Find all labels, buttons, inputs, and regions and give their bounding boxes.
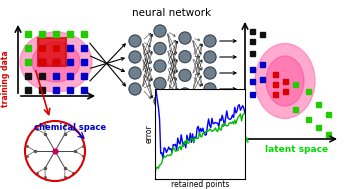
Bar <box>53 45 59 51</box>
Bar <box>325 112 331 116</box>
Bar <box>81 59 87 65</box>
Bar <box>25 87 31 93</box>
Circle shape <box>154 60 166 72</box>
Text: latent space: latent space <box>266 145 329 153</box>
Bar <box>67 73 73 79</box>
Bar <box>39 73 45 79</box>
Bar <box>39 45 45 51</box>
Bar <box>259 32 265 36</box>
Bar <box>53 45 59 51</box>
Bar <box>53 31 59 37</box>
Circle shape <box>179 88 191 100</box>
Circle shape <box>129 67 141 79</box>
X-axis label: retained points: retained points <box>171 180 229 189</box>
Circle shape <box>204 67 216 79</box>
Bar <box>25 31 31 37</box>
Bar <box>67 45 73 51</box>
Circle shape <box>204 35 216 47</box>
Bar <box>249 39 255 43</box>
Circle shape <box>179 69 191 81</box>
Bar <box>39 59 45 65</box>
Bar <box>305 88 311 94</box>
Circle shape <box>179 32 191 44</box>
Bar <box>53 87 59 93</box>
Circle shape <box>154 77 166 90</box>
Bar <box>67 87 73 93</box>
Text: neural network: neural network <box>132 8 212 18</box>
Circle shape <box>129 51 141 63</box>
Bar <box>67 59 73 65</box>
Bar <box>81 87 87 93</box>
Circle shape <box>204 51 216 63</box>
Text: chemical space: chemical space <box>34 122 106 132</box>
Bar <box>259 77 265 81</box>
Bar <box>249 91 255 97</box>
Bar <box>259 61 265 67</box>
Circle shape <box>129 35 141 47</box>
Bar <box>305 116 311 122</box>
Bar <box>81 73 87 79</box>
Bar <box>315 101 321 106</box>
Bar <box>325 132 331 136</box>
Circle shape <box>129 83 141 95</box>
Bar <box>25 59 31 65</box>
Bar <box>315 125 321 129</box>
Bar <box>67 31 73 37</box>
Bar <box>292 106 298 112</box>
Bar <box>53 73 59 79</box>
Circle shape <box>154 25 166 37</box>
Bar <box>25 45 31 51</box>
Bar <box>53 59 59 65</box>
Ellipse shape <box>255 43 315 119</box>
Bar <box>292 81 298 87</box>
Bar <box>249 29 255 33</box>
Bar <box>38 38 66 66</box>
Bar <box>272 91 278 97</box>
Bar <box>249 50 255 56</box>
Bar <box>81 45 87 51</box>
Text: training data: training data <box>1 51 11 107</box>
Bar <box>249 78 255 84</box>
Ellipse shape <box>32 42 80 82</box>
Bar <box>282 88 288 94</box>
Circle shape <box>179 51 191 63</box>
Bar <box>282 78 288 84</box>
Bar <box>25 73 31 79</box>
Circle shape <box>154 95 166 107</box>
Circle shape <box>204 83 216 95</box>
Ellipse shape <box>266 56 304 106</box>
Bar <box>53 59 59 65</box>
Y-axis label: error: error <box>144 125 154 143</box>
Bar <box>39 87 45 93</box>
Bar <box>249 67 255 71</box>
Bar <box>39 31 45 37</box>
Bar <box>81 31 87 37</box>
Ellipse shape <box>20 32 92 92</box>
Bar <box>272 71 278 77</box>
Bar <box>39 45 45 51</box>
Circle shape <box>154 43 166 54</box>
Bar <box>272 81 278 87</box>
Bar <box>39 59 45 65</box>
